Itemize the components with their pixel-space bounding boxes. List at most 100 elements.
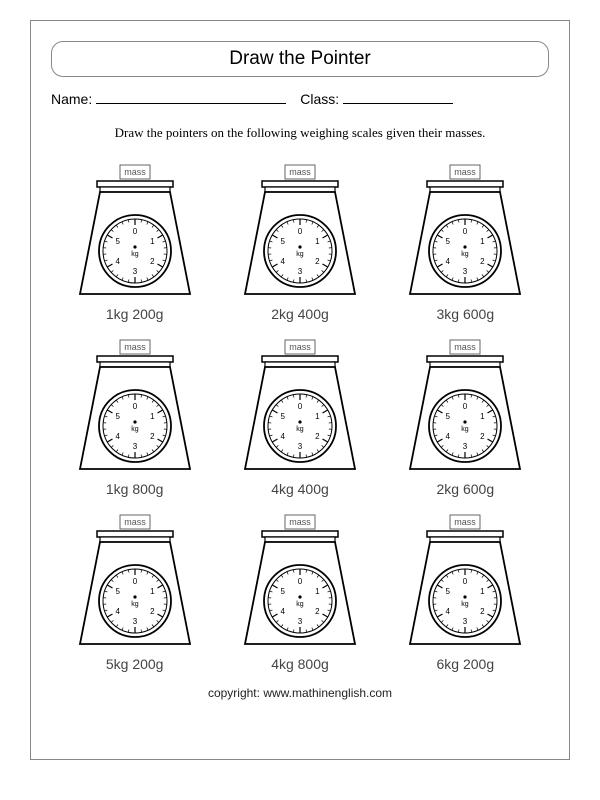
svg-text:1: 1 xyxy=(150,412,155,421)
svg-text:4: 4 xyxy=(446,432,451,441)
svg-text:4: 4 xyxy=(115,607,120,616)
svg-text:5: 5 xyxy=(446,412,451,421)
weighing-scale-diagram[interactable]: mass 0 1 2 3 4 5 kg xyxy=(65,509,205,654)
svg-text:5: 5 xyxy=(115,587,120,596)
name-label: Name: xyxy=(51,91,92,107)
svg-text:2: 2 xyxy=(150,257,155,266)
svg-text:0: 0 xyxy=(298,402,303,411)
svg-text:5: 5 xyxy=(280,412,285,421)
instructions-text: Draw the pointers on the following weigh… xyxy=(51,125,549,141)
svg-text:2: 2 xyxy=(315,607,320,616)
svg-text:3: 3 xyxy=(463,617,468,626)
scale-mass-label: 3kg 600g xyxy=(437,306,495,322)
svg-text:kg: kg xyxy=(296,601,304,608)
scale-mass-label: 1kg 800g xyxy=(106,481,164,497)
svg-text:mass: mass xyxy=(289,167,311,177)
svg-text:mass: mass xyxy=(124,167,146,177)
copyright-text: copyright: www.mathinenglish.com xyxy=(51,686,549,700)
svg-text:3: 3 xyxy=(463,267,468,276)
svg-text:2: 2 xyxy=(150,607,155,616)
scale-cell: mass 0 1 2 3 4 5 kg 1kg 800g xyxy=(61,334,208,497)
weighing-scale-diagram[interactable]: mass 0 1 2 3 4 5 kg xyxy=(230,334,370,479)
svg-text:1: 1 xyxy=(315,587,320,596)
svg-text:2: 2 xyxy=(315,432,320,441)
svg-text:kg: kg xyxy=(296,426,304,433)
weighing-scale-diagram[interactable]: mass 0 1 2 3 4 5 kg xyxy=(65,334,205,479)
svg-text:0: 0 xyxy=(298,227,303,236)
svg-text:4: 4 xyxy=(280,607,285,616)
weighing-scale-diagram[interactable]: mass 012345 kg xyxy=(230,159,370,304)
svg-text:mass: mass xyxy=(455,342,477,352)
svg-text:3: 3 xyxy=(298,442,303,451)
svg-text:0: 0 xyxy=(132,402,137,411)
scale-cell: mass 012345 kg 3kg 600g xyxy=(392,159,539,322)
weighing-scale-diagram[interactable]: mass 0 1 2 3 4 5 kg xyxy=(230,509,370,654)
svg-text:5: 5 xyxy=(280,587,285,596)
svg-text:0: 0 xyxy=(463,402,468,411)
svg-text:kg: kg xyxy=(131,601,139,608)
scale-cell: mass 0 1 2 3 4 5 kg 6kg 200g xyxy=(392,509,539,672)
svg-text:5: 5 xyxy=(446,237,451,246)
svg-text:4: 4 xyxy=(280,432,285,441)
scale-mass-label: 1kg 200g xyxy=(106,306,164,322)
svg-text:1: 1 xyxy=(480,587,485,596)
svg-text:1: 1 xyxy=(315,412,320,421)
scale-cell: mass 0 1 2 3 4 5 kg 4kg 800g xyxy=(226,509,373,672)
svg-text:1: 1 xyxy=(480,237,485,246)
svg-text:4: 4 xyxy=(280,257,285,266)
weighing-scale-diagram[interactable]: mass 012345 kg xyxy=(395,159,535,304)
scale-mass-label: 5kg 200g xyxy=(106,656,164,672)
svg-text:3: 3 xyxy=(463,442,468,451)
name-blank[interactable] xyxy=(96,89,286,104)
svg-text:0: 0 xyxy=(132,577,137,586)
svg-text:kg: kg xyxy=(131,251,139,258)
svg-text:mass: mass xyxy=(289,517,311,527)
svg-text:0: 0 xyxy=(298,577,303,586)
svg-text:3: 3 xyxy=(298,617,303,626)
svg-text:5: 5 xyxy=(446,587,451,596)
scale-mass-label: 4kg 400g xyxy=(271,481,329,497)
class-blank[interactable] xyxy=(343,89,453,104)
svg-text:1: 1 xyxy=(480,412,485,421)
svg-text:1: 1 xyxy=(315,237,320,246)
weighing-scale-diagram[interactable]: mass 0 1 2 3 4 5 kg xyxy=(395,334,535,479)
scale-mass-label: 4kg 800g xyxy=(271,656,329,672)
svg-text:0: 0 xyxy=(132,227,137,236)
svg-text:2: 2 xyxy=(150,432,155,441)
svg-text:4: 4 xyxy=(446,607,451,616)
scale-mass-label: 2kg 400g xyxy=(271,306,329,322)
scale-mass-label: 2kg 600g xyxy=(437,481,495,497)
svg-text:1: 1 xyxy=(150,587,155,596)
svg-text:4: 4 xyxy=(446,257,451,266)
svg-text:4: 4 xyxy=(115,432,120,441)
svg-text:3: 3 xyxy=(132,442,137,451)
svg-text:2: 2 xyxy=(315,257,320,266)
weighing-scale-diagram[interactable]: mass 0 1 2 3 4 5 kg xyxy=(395,509,535,654)
svg-text:1: 1 xyxy=(150,237,155,246)
svg-text:kg: kg xyxy=(131,426,139,433)
class-label: Class: xyxy=(300,91,339,107)
svg-text:mass: mass xyxy=(124,517,146,527)
svg-text:4: 4 xyxy=(115,257,120,266)
weighing-scale-diagram[interactable]: mass 012345 kg xyxy=(65,159,205,304)
scale-cell: mass 0 1 2 3 4 5 kg 4kg 400g xyxy=(226,334,373,497)
scales-grid: mass 0 1 2 3 4 5 kg 1kg 200g mass 0 1 2 3 4 5 kg 2… xyxy=(51,159,549,672)
scale-cell: mass 012345 kg 2kg 400g xyxy=(226,159,373,322)
scale-cell: mass 0 1 2 3 4 5 kg 5kg 200g xyxy=(61,509,208,672)
svg-text:3: 3 xyxy=(298,267,303,276)
svg-text:mass: mass xyxy=(289,342,311,352)
svg-text:kg: kg xyxy=(462,426,470,433)
svg-text:2: 2 xyxy=(480,607,485,616)
svg-text:5: 5 xyxy=(280,237,285,246)
svg-text:3: 3 xyxy=(132,617,137,626)
svg-text:5: 5 xyxy=(115,412,120,421)
svg-text:mass: mass xyxy=(455,517,477,527)
scale-cell: mass 0 1 2 3 4 5 kg 2kg 600g xyxy=(392,334,539,497)
scale-mass-label: 6kg 200g xyxy=(437,656,495,672)
svg-text:mass: mass xyxy=(455,167,477,177)
svg-text:2: 2 xyxy=(480,432,485,441)
svg-text:mass: mass xyxy=(124,342,146,352)
name-class-row: Name: Class: xyxy=(51,89,549,107)
svg-text:kg: kg xyxy=(462,601,470,608)
svg-text:0: 0 xyxy=(463,577,468,586)
